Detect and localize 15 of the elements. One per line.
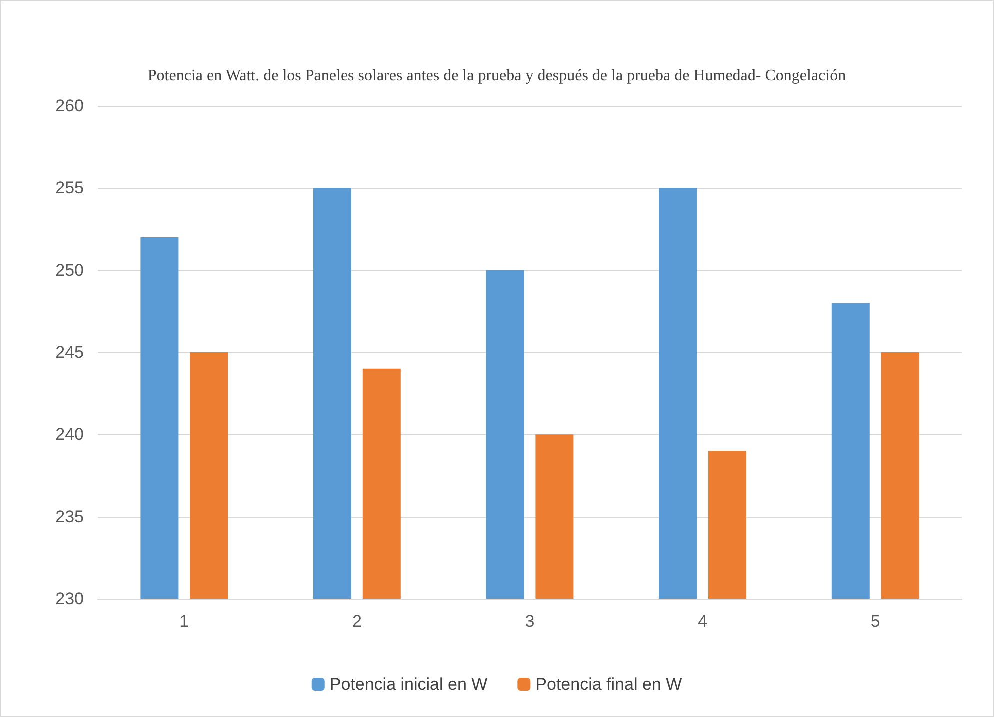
x-tick-label: 4 [698,612,708,631]
x-tick-label: 5 [870,612,880,631]
y-tick-label: 245 [56,343,84,362]
legend-label: Potencia final en W [536,675,682,694]
y-tick-label: 235 [56,507,84,526]
x-tick-label: 2 [352,612,362,631]
y-tick-label: 255 [56,178,84,198]
y-tick-label: 260 [56,96,84,116]
x-tick-label: 3 [525,612,535,631]
y-tick-label: 240 [56,425,84,444]
y-tick-label: 230 [56,590,84,608]
x-tick-label: 1 [180,612,190,631]
legend-label: Potencia inicial en W [330,675,488,694]
y-tick-label: 250 [56,260,84,280]
chart-title: Potencia en Watt. de los Paneles solares antes de la prueba y después de la prueba de Humedad- Congelación [148,68,846,84]
